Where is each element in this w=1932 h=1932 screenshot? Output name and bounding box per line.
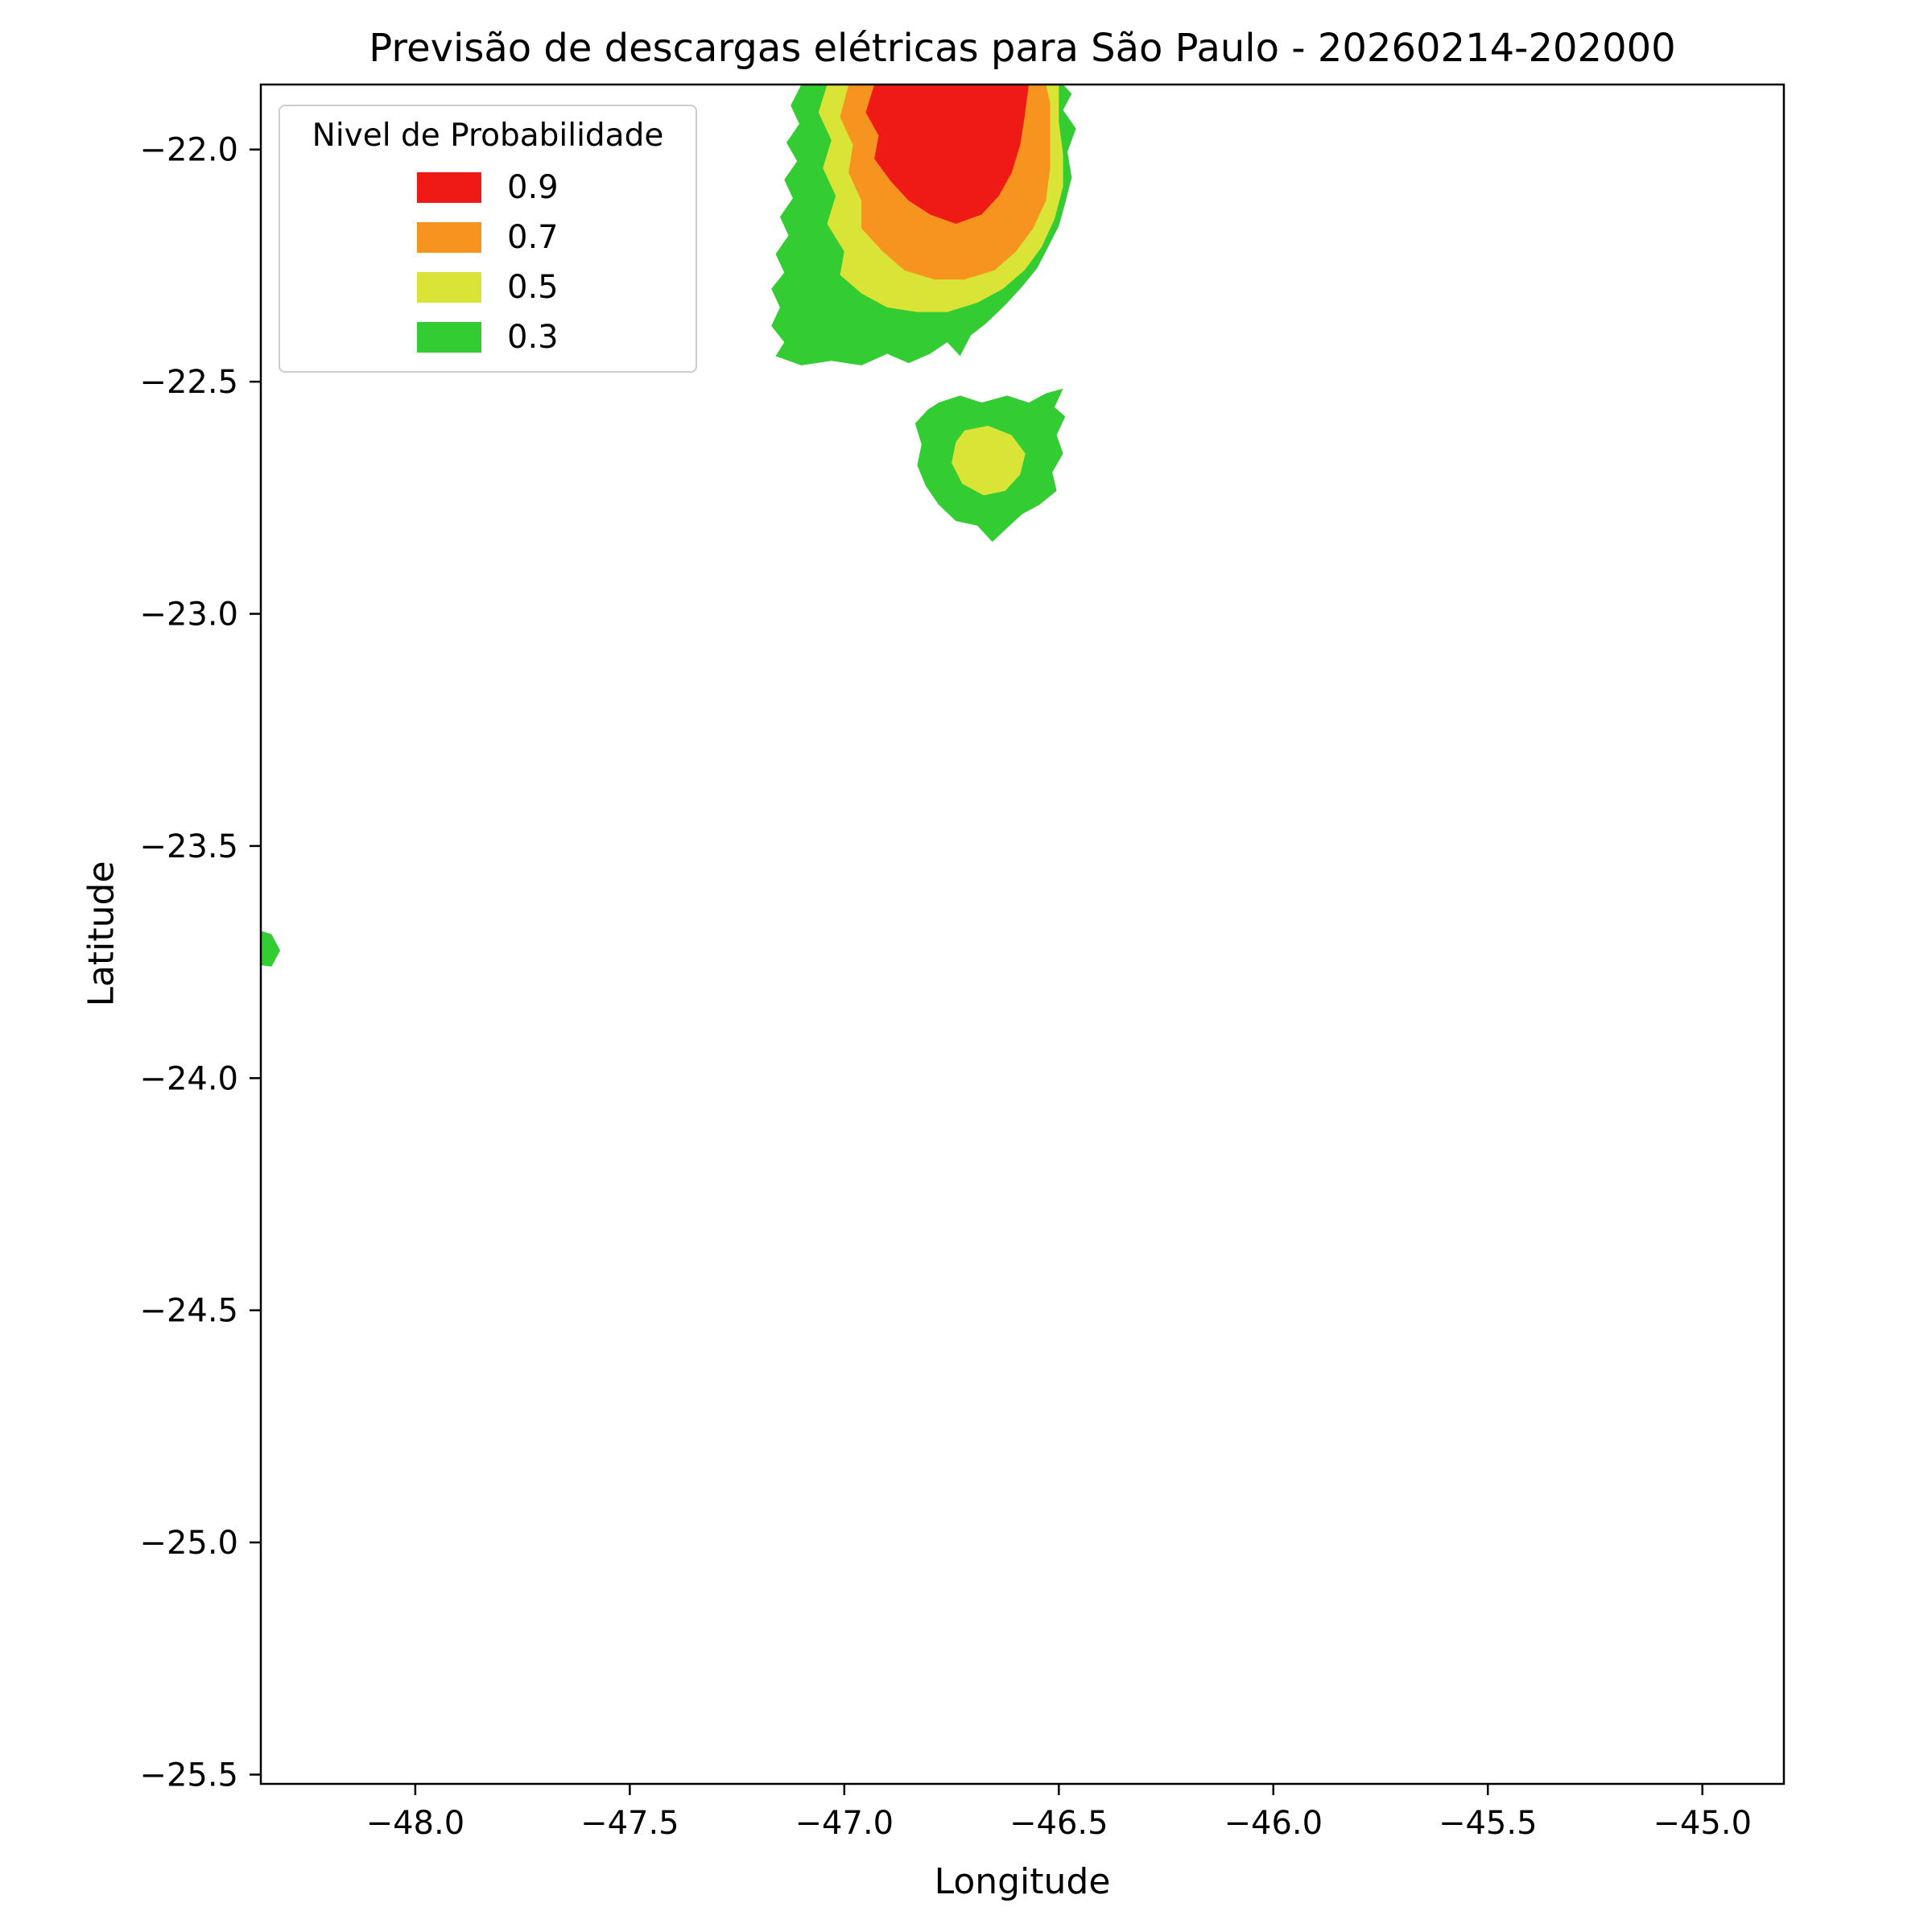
legend-item-label: 0.7 <box>507 219 559 256</box>
y-tick-label: −25.0 <box>139 1525 238 1562</box>
y-tick-label: −22.5 <box>139 364 238 401</box>
region-secondary-cell-p05 <box>952 425 1026 496</box>
y-tick-label: −25.5 <box>139 1757 238 1794</box>
legend: Nivel de Probabilidade 0.9 0.7 0.5 0.3 <box>279 105 697 373</box>
legend-item: 0.3 <box>417 321 679 353</box>
legend-swatch-0.3 <box>417 322 481 353</box>
legend-title: Nivel de Probabilidade <box>312 118 664 154</box>
legend-swatch-0.7 <box>417 222 481 253</box>
x-axis-label: Longitude <box>934 1861 1111 1902</box>
y-tick-label: −24.0 <box>139 1060 238 1097</box>
legend-item: 0.7 <box>417 221 679 254</box>
legend-item-label: 0.5 <box>507 269 559 306</box>
y-tick-label: −22.0 <box>139 132 238 169</box>
y-tick-label: −23.0 <box>139 597 238 634</box>
x-tick-label: −47.0 <box>795 1805 894 1842</box>
y-tick-label: −23.5 <box>139 828 238 865</box>
y-axis-label: Latitude <box>80 861 122 1007</box>
legend-item-label: 0.9 <box>507 169 559 206</box>
region-main-cell-p09 <box>865 85 1029 224</box>
legend-item: 0.9 <box>417 171 679 204</box>
x-tick-label: −47.5 <box>580 1805 679 1842</box>
legend-item: 0.5 <box>417 271 679 303</box>
legend-swatch-0.5 <box>417 272 481 303</box>
axes-frame <box>259 83 1785 1785</box>
region-west-speck-p03 <box>261 931 280 967</box>
x-tick-label: −45.5 <box>1439 1805 1538 1842</box>
chart-title: Previsão de descargas elétricas para São… <box>369 26 1676 71</box>
y-tick-label: −24.5 <box>139 1293 238 1330</box>
legend-swatch-0.9 <box>417 172 481 203</box>
legend-item-label: 0.3 <box>507 319 559 356</box>
x-tick-label: −48.0 <box>366 1805 465 1842</box>
contour-regions <box>261 85 1076 967</box>
x-tick-label: −46.5 <box>1009 1805 1108 1842</box>
x-tick-label: −45.0 <box>1653 1805 1752 1842</box>
x-tick-label: −46.0 <box>1224 1805 1323 1842</box>
